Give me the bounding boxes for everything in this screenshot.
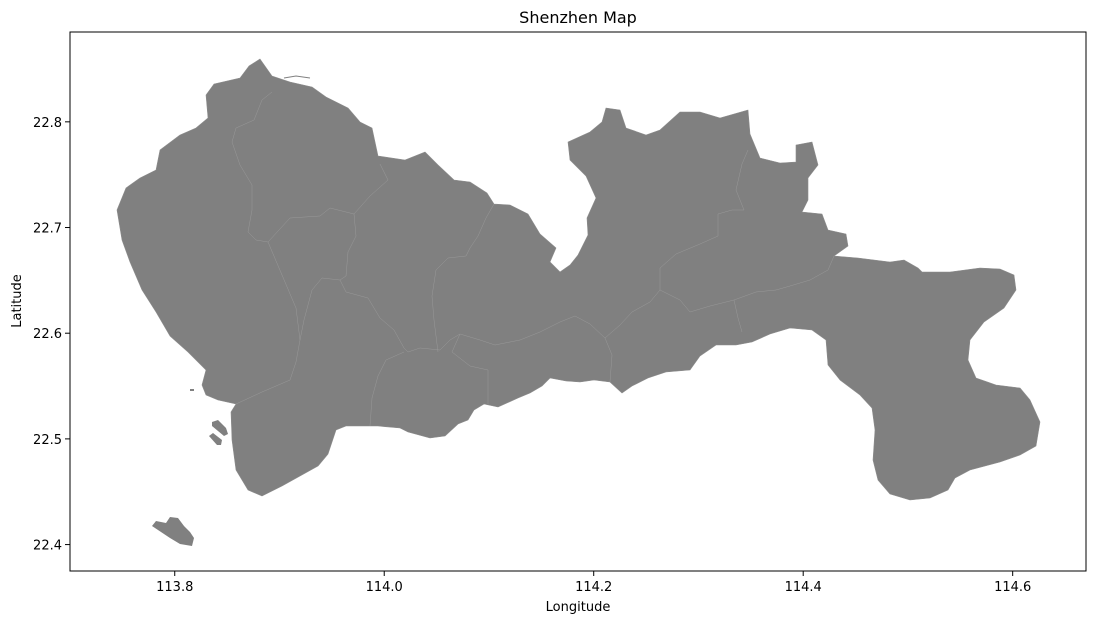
y-axis: 22.4 22.5 22.6 22.7 22.8: [33, 116, 70, 554]
chart-title: Shenzhen Map: [519, 8, 637, 27]
y-tick-label: 22.4: [33, 539, 62, 554]
y-tick-label: 22.5: [33, 433, 62, 448]
x-axis-label: Longitude: [546, 600, 611, 615]
island-inner-1: [212, 420, 228, 436]
island-tiny: [190, 389, 194, 391]
coast-sliver: [283, 75, 311, 79]
x-tick-label: 113.8: [156, 580, 193, 595]
y-tick-label: 22.8: [33, 116, 62, 131]
x-tick-label: 114.2: [575, 580, 612, 595]
y-axis-label: Latitude: [10, 274, 25, 328]
island-southwest: [152, 517, 194, 546]
shenzhen-map: [116, 58, 1041, 546]
axes-frame: [69, 31, 1087, 572]
district-boundaries: [231, 91, 835, 427]
shenzhen-outline: [116, 58, 1041, 501]
x-tick-label: 114.4: [785, 580, 822, 595]
y-tick-label: 22.7: [33, 222, 62, 237]
x-tick-label: 114.6: [994, 580, 1031, 595]
x-tick-label: 114.0: [366, 580, 403, 595]
island-inner-2: [209, 433, 222, 445]
y-tick-label: 22.6: [33, 327, 62, 342]
x-axis: 113.8 114.0 114.2 114.4 114.6: [156, 571, 1031, 595]
